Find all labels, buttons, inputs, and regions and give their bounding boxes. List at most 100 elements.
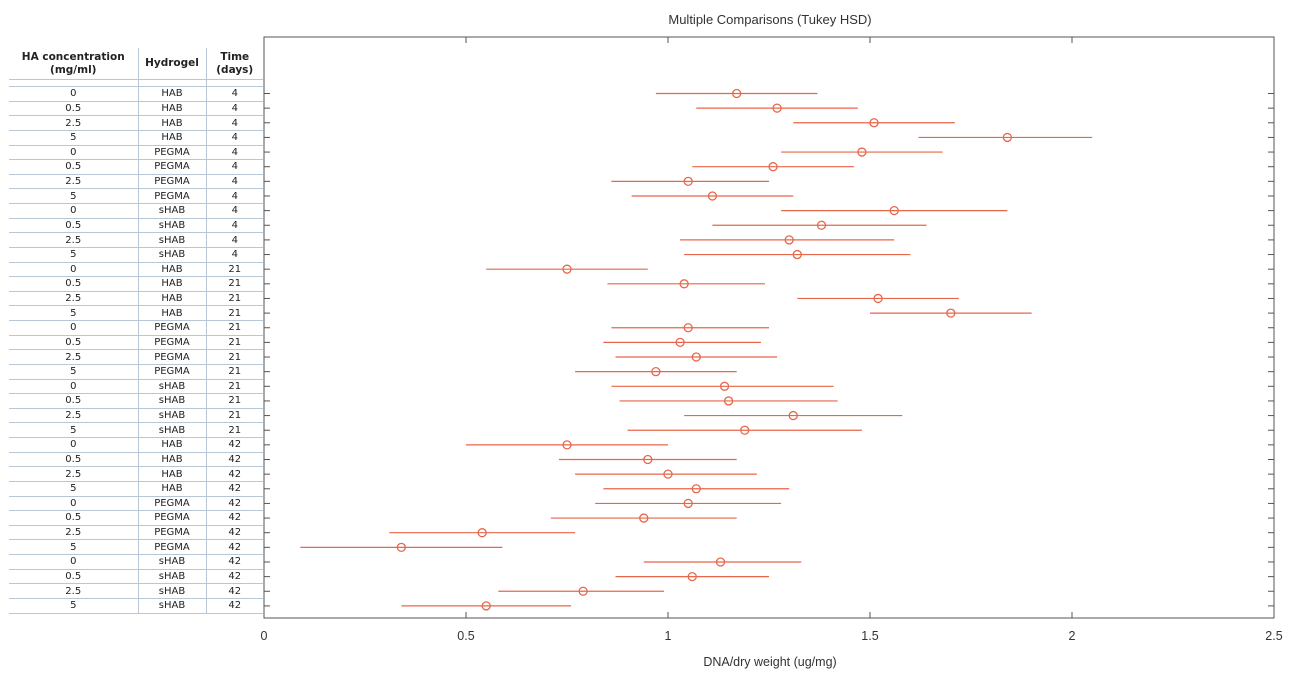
cell-ha-concentration: 5 — [9, 364, 139, 380]
table-row: 2.5 sHAB 42 — [9, 583, 263, 599]
mean-marker — [679, 279, 689, 289]
table-row: 2.5 sHAB 21 — [9, 408, 263, 424]
cell-time: 42 — [206, 452, 263, 468]
mean-marker — [889, 205, 899, 216]
table-row: 0 HAB 4 — [9, 86, 263, 102]
cell-ha-concentration: 0 — [9, 145, 139, 161]
cell-ha-concentration: 5 — [9, 481, 139, 497]
cell-ha-concentration: 2.5 — [9, 525, 139, 541]
cell-hydrogel: PEGMA — [138, 188, 207, 204]
table-row: 5 PEGMA 4 — [9, 188, 263, 204]
table-row: 2.5 HAB 4 — [9, 115, 263, 131]
cell-hydrogel: sHAB — [138, 598, 207, 614]
cell-hydrogel: HAB — [138, 452, 207, 468]
cell-hydrogel: HAB — [138, 101, 207, 117]
mean-marker — [683, 498, 693, 509]
mean-marker — [663, 469, 673, 479]
mean-marker — [715, 557, 726, 567]
cell-hydrogel: sHAB — [138, 379, 207, 395]
cell-ha-concentration: 2.5 — [9, 349, 139, 365]
cell-time: 42 — [206, 539, 263, 555]
cell-ha-concentration: 2.5 — [9, 115, 139, 131]
table-row: 0 HAB 42 — [9, 437, 263, 453]
cell-time: 4 — [206, 174, 263, 190]
cell-ha-concentration: 0 — [9, 554, 139, 570]
cell-ha-concentration: 5 — [9, 598, 139, 614]
cell-ha-concentration: 0 — [9, 437, 139, 453]
table-row: 0.5 sHAB 21 — [9, 393, 263, 409]
cell-time: 21 — [206, 276, 263, 292]
mean-marker — [675, 337, 685, 348]
mean-marker — [784, 235, 794, 245]
mean-marker — [651, 367, 661, 377]
table-row: 0.5 PEGMA 4 — [9, 159, 263, 175]
cell-time: 4 — [206, 232, 263, 248]
mean-marker — [691, 484, 701, 494]
cell-hydrogel: HAB — [138, 466, 207, 482]
cell-ha-concentration: 0.5 — [9, 218, 139, 234]
cell-time: 21 — [206, 422, 263, 438]
cell-time: 21 — [206, 335, 263, 351]
table-spacer-row — [9, 79, 263, 87]
cell-time: 42 — [206, 554, 263, 570]
group-table-body: 0 HAB 4 0.5 HAB 4 2.5 HAB 4 5 HAB 4 0 PEGMA 4 0.5 PEGMA 4… — [9, 79, 263, 614]
x-tick-label: 2 — [1069, 629, 1076, 643]
table-row: 5 HAB 21 — [9, 305, 263, 321]
x-tick-label: 1.5 — [861, 629, 878, 643]
table-row: 0 HAB 21 — [9, 262, 263, 278]
mean-marker — [740, 425, 750, 435]
cell-time: 21 — [206, 305, 263, 321]
cell-time: 21 — [206, 320, 263, 336]
chart-title: Multiple Comparisons (Tukey HSD) — [668, 12, 871, 27]
cell-time: 42 — [206, 481, 263, 497]
table-row: 5 HAB 4 — [9, 130, 263, 146]
table-row: 0.5 HAB 4 — [9, 101, 263, 117]
cell-hydrogel: sHAB — [138, 232, 207, 248]
table-row: 5 sHAB 42 — [9, 598, 263, 614]
cell-ha-concentration: 5 — [9, 305, 139, 321]
cell-ha-concentration: 2.5 — [9, 466, 139, 482]
cell-ha-concentration: 2.5 — [9, 583, 139, 599]
cell-hydrogel: PEGMA — [138, 539, 207, 555]
mean-marker — [772, 103, 782, 113]
cell-time: 42 — [206, 583, 263, 599]
mean-marker — [869, 118, 879, 128]
table-row: 5 PEGMA 42 — [9, 539, 263, 555]
cell-ha-concentration: 0 — [9, 86, 139, 102]
cell-hydrogel: HAB — [138, 481, 207, 497]
cell-time: 21 — [206, 379, 263, 395]
table-row: 2.5 HAB 21 — [9, 291, 263, 307]
mean-marker — [788, 410, 798, 421]
cell-ha-concentration: 5 — [9, 539, 139, 555]
cell-hydrogel: PEGMA — [138, 145, 207, 161]
cell-ha-concentration: 0 — [9, 203, 139, 219]
mean-marker — [792, 249, 802, 260]
x-tick-label: 1 — [665, 629, 672, 643]
mean-marker — [719, 381, 730, 391]
cell-hydrogel: sHAB — [138, 422, 207, 438]
cell-ha-concentration: 2.5 — [9, 174, 139, 190]
cell-ha-concentration: 0.5 — [9, 510, 139, 526]
table-row: 5 sHAB 4 — [9, 247, 263, 263]
interval-marks — [300, 88, 1093, 611]
cell-time: 4 — [206, 101, 263, 117]
x-tick-label: 0 — [261, 629, 268, 643]
table-row: 5 PEGMA 21 — [9, 364, 263, 380]
mean-marker — [1002, 132, 1013, 143]
cell-hydrogel: HAB — [138, 305, 207, 321]
cell-hydrogel: HAB — [138, 115, 207, 131]
cell-time: 4 — [206, 218, 263, 234]
group-table: HA concentration (mg/ml) Hydrogel Time (… — [9, 48, 263, 614]
table-row: 0.5 HAB 21 — [9, 276, 263, 292]
cell-ha-concentration: 2.5 — [9, 232, 139, 248]
cell-time: 21 — [206, 393, 263, 409]
table-row: 0.5 PEGMA 21 — [9, 335, 263, 351]
cell-ha-concentration: 0 — [9, 320, 139, 336]
group-table-header-row: HA concentration (mg/ml) Hydrogel Time (… — [9, 48, 263, 80]
cell-ha-concentration: 0.5 — [9, 335, 139, 351]
cell-time: 4 — [206, 247, 263, 263]
mean-marker — [816, 220, 827, 230]
mean-marker — [946, 308, 956, 318]
table-row: 2.5 PEGMA 21 — [9, 349, 263, 365]
cell-hydrogel: PEGMA — [138, 320, 207, 336]
